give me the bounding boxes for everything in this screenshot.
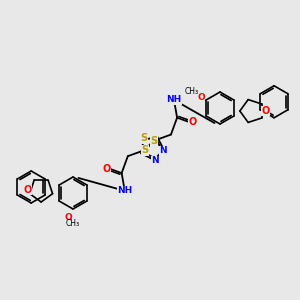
Text: NH: NH — [117, 186, 132, 195]
Text: O: O — [262, 106, 270, 116]
Text: N: N — [159, 146, 167, 155]
Text: CH₃: CH₃ — [185, 88, 199, 97]
Text: O: O — [64, 214, 72, 223]
Text: CH₃: CH₃ — [66, 218, 80, 227]
Text: NH: NH — [167, 95, 182, 104]
Text: O: O — [188, 117, 196, 127]
Text: N: N — [151, 156, 159, 165]
Text: O: O — [102, 164, 110, 174]
Text: O: O — [23, 185, 31, 195]
Text: S: S — [140, 133, 147, 143]
Text: S: S — [141, 145, 148, 155]
Text: S: S — [151, 136, 158, 146]
Text: O: O — [197, 94, 205, 103]
